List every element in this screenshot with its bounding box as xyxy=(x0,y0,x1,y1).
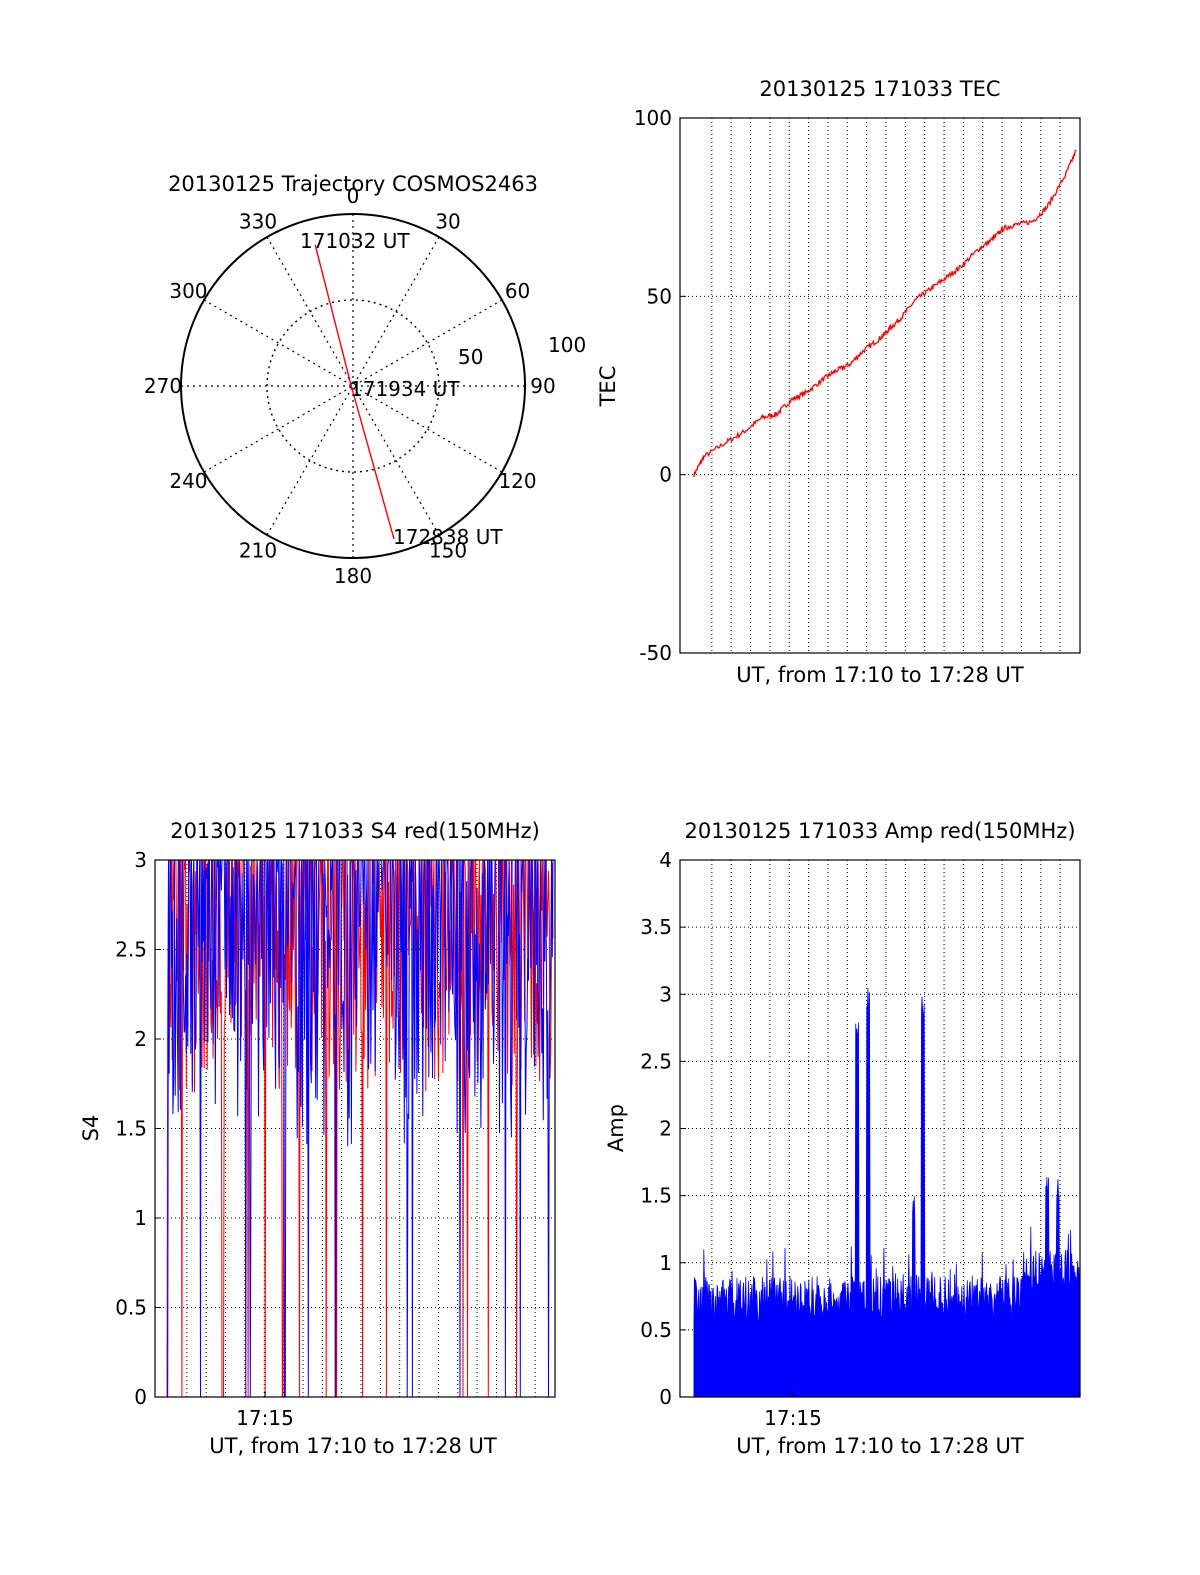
amp-ytick-label-3.5: 3.5 xyxy=(640,915,672,939)
polar-angle-label-120: 120 xyxy=(498,469,536,493)
tec-x-label: UT, from 17:10 to 17:28 UT xyxy=(736,663,1024,687)
amp-area xyxy=(693,988,1081,1398)
s4-series xyxy=(166,859,554,1398)
amp-ytick-label-2: 2 xyxy=(659,1117,672,1141)
amp-ytick-label-1: 1 xyxy=(659,1251,672,1275)
polar-angle-label-210: 210 xyxy=(239,539,277,563)
s4-ytick-label-1.5: 1.5 xyxy=(115,1117,147,1141)
tec-title: 20130125 171033 TEC xyxy=(759,77,1000,101)
tec-series xyxy=(693,149,1077,478)
tec-plot-frame xyxy=(679,117,1081,654)
amp-ytick-label-0.5: 0.5 xyxy=(640,1318,672,1342)
amp-ytick-label-0: 0 xyxy=(659,1385,672,1409)
trajectory-panel: 20130125 Trajectory COSMOS2463 0 30 60 90 12… xyxy=(144,172,586,588)
s4-ytick-label-3: 3 xyxy=(134,848,147,872)
s4-x-label: UT, from 17:10 to 17:28 UT xyxy=(209,1434,497,1458)
s4-x-tick-1715: 17:15 xyxy=(236,1406,294,1430)
amp-ytick-label-3: 3 xyxy=(659,982,672,1006)
tec-ytick-label-100: 100 xyxy=(634,106,672,130)
polar-angle-label-300: 300 xyxy=(169,279,207,303)
trajectory-series xyxy=(314,244,395,540)
polar-angle-label-330: 330 xyxy=(239,209,277,233)
trajectory-end-label: 172838 UT xyxy=(393,525,503,549)
amp-y-ticks: 0 0.5 1 1.5 2 2.5 3 3.5 4 xyxy=(640,848,686,1409)
amp-ytick-label-4: 4 xyxy=(659,848,672,872)
s4-y-ticks: 0 0.5 1 1.5 2 2.5 3 xyxy=(115,848,161,1409)
polar-angle-label-240: 240 xyxy=(169,469,207,493)
amp-panel: 20130125 171033 Amp red(150MHz) 0 0.5 1 1.5… xyxy=(604,819,1081,1458)
polar-angle-labels: 0 30 60 90 120 150 180 210 240 270 300 330 xyxy=(144,184,556,588)
trajectory-mid-label: 171934 UT xyxy=(350,377,460,401)
tec-ytick-label--50: -50 xyxy=(639,641,672,665)
polar-angle-label-270: 270 xyxy=(144,374,182,398)
tec-line xyxy=(693,149,1077,478)
polar-angle-label-30: 30 xyxy=(435,209,460,233)
polar-grid xyxy=(181,214,525,558)
tec-panel: 20130125 171033 TEC -50 0 50 100 UT, from 1… xyxy=(596,77,1081,687)
polar-angle-label-150: 150 xyxy=(429,539,467,563)
polar-angle-label-60: 60 xyxy=(505,279,530,303)
trajectory-line xyxy=(314,244,395,540)
amp-x-tick-1715: 17:15 xyxy=(764,1406,822,1430)
polar-outer-ring xyxy=(180,213,526,559)
polar-angle-label-90: 90 xyxy=(530,374,555,398)
s4-panel: 20130125 171033 S4 red(150MHz) 0 0.5 1 1.5 2… xyxy=(79,819,556,1458)
polar-radial-label-50: 50 xyxy=(458,345,483,369)
s4-ytick-label-0: 0 xyxy=(134,1385,147,1409)
tec-y-label: TEC xyxy=(596,366,620,408)
s4-ytick-label-2: 2 xyxy=(134,1027,147,1051)
amp-ytick-label-2.5: 2.5 xyxy=(640,1049,672,1073)
tec-y-ticks: -50 0 50 100 xyxy=(634,106,686,665)
trajectory-title: 20130125 Trajectory COSMOS2463 xyxy=(168,172,538,196)
trajectory-start-label: 171032 UT xyxy=(300,229,410,253)
amp-ytick-label-1.5: 1.5 xyxy=(640,1184,672,1208)
s4-blue-line xyxy=(167,859,554,1398)
tec-grid xyxy=(680,118,1080,653)
amp-x-label: UT, from 17:10 to 17:28 UT xyxy=(736,1434,1024,1458)
amp-series xyxy=(693,988,1081,1398)
s4-y-label: S4 xyxy=(79,1115,103,1142)
tec-ytick-label-50: 50 xyxy=(647,284,672,308)
s4-ytick-label-2.5: 2.5 xyxy=(115,938,147,962)
s4-title: 20130125 171033 S4 red(150MHz) xyxy=(170,819,540,843)
amp-y-label: Amp xyxy=(604,1104,628,1152)
s4-ytick-label-1: 1 xyxy=(134,1206,147,1230)
polar-angle-label-0: 0 xyxy=(347,184,360,208)
tec-ytick-label-0: 0 xyxy=(659,463,672,487)
polar-radial-label-100: 100 xyxy=(548,333,586,357)
polar-angle-label-180: 180 xyxy=(334,564,372,588)
amp-title: 20130125 171033 Amp red(150MHz) xyxy=(684,819,1075,843)
s4-ytick-label-0.5: 0.5 xyxy=(115,1296,147,1320)
